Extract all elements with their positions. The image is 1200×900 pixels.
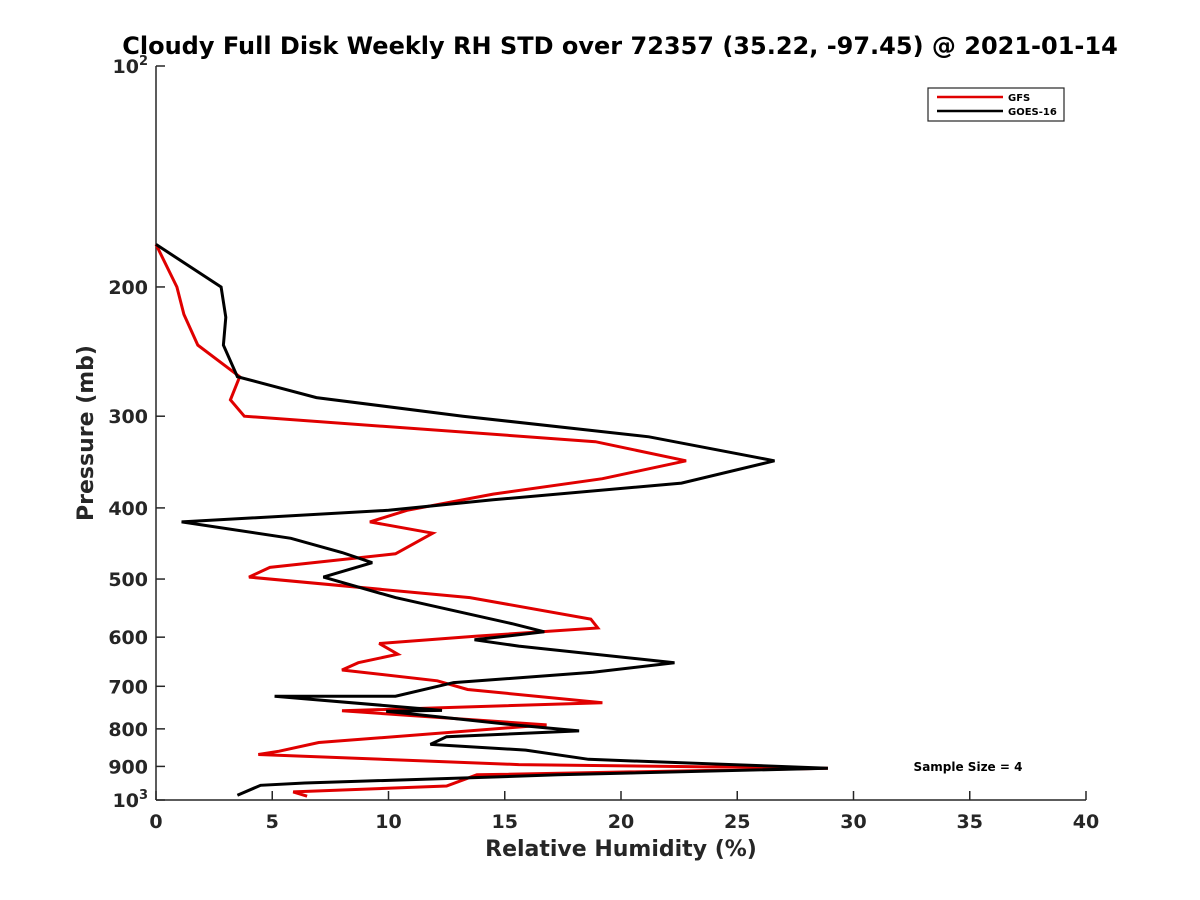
legend: GFS GOES-16 xyxy=(927,87,1065,122)
y-tick-label: 102 xyxy=(113,54,149,78)
y-ticks: 102 200 300 400 500 600 700 800 900 103 xyxy=(108,54,165,812)
sample-size-annotation: Sample Size = 4 xyxy=(914,760,1023,774)
legend-label-gfs: GFS xyxy=(1008,93,1030,104)
y-tick-label: 700 xyxy=(108,676,148,698)
x-ticks: 0 5 10 15 20 25 30 35 40 xyxy=(149,791,1099,833)
y-tick-label: 600 xyxy=(108,627,148,649)
series-line-gfs xyxy=(154,243,828,798)
x-tick-label: 20 xyxy=(608,811,634,833)
y-tick-label: 103 xyxy=(113,788,149,812)
x-tick-label: 0 xyxy=(149,811,162,833)
y-tick-label: 200 xyxy=(108,277,148,299)
y-tick-label: 500 xyxy=(108,569,148,591)
x-tick-label: 25 xyxy=(724,811,750,833)
x-tick-label: 40 xyxy=(1073,811,1099,833)
x-axis-label: Relative Humidity (%) xyxy=(485,837,757,862)
y-tick-label: 300 xyxy=(108,406,148,428)
y-tick-label: 800 xyxy=(108,719,148,741)
x-tick-label: 10 xyxy=(375,811,401,833)
y-tick-label: 400 xyxy=(108,498,148,520)
x-tick-label: 30 xyxy=(840,811,866,833)
plot-area: 0 5 10 15 20 25 30 35 40 102 200 300 400 500 600 700 80… xyxy=(108,54,1099,833)
chart-title: Cloudy Full Disk Weekly RH STD over 7235… xyxy=(122,32,1118,60)
x-tick-label: 15 xyxy=(492,811,518,833)
legend-label-goes16: GOES-16 xyxy=(1008,107,1057,118)
series-layer xyxy=(154,243,828,798)
x-tick-label: 35 xyxy=(957,811,983,833)
y-tick-label: 900 xyxy=(108,756,148,778)
series-line-goes16 xyxy=(155,243,828,797)
x-tick-label: 5 xyxy=(266,811,279,833)
legend-box xyxy=(927,87,1065,122)
y-axis-label: Pressure (mb) xyxy=(74,345,99,521)
